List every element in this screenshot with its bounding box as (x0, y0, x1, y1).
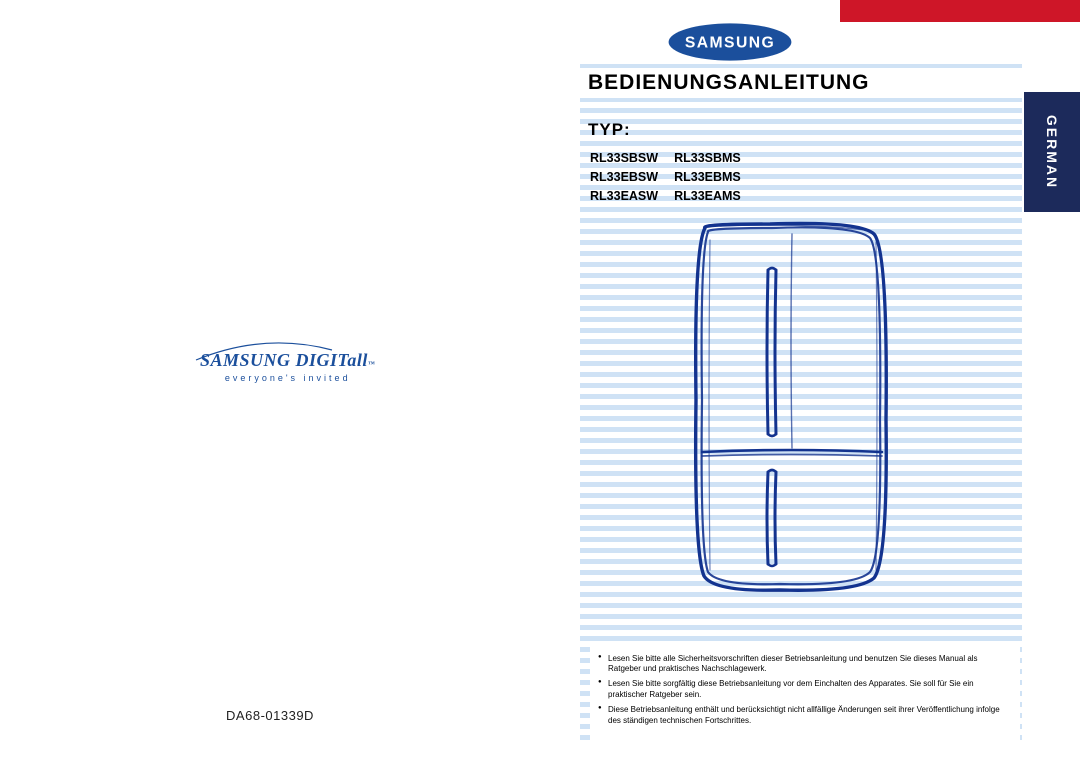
note-item: Diese Betriebsanleitung enthält und berü… (598, 705, 1012, 726)
language-tab: GERMAN (1024, 92, 1080, 212)
model-cell: RL33EASW (590, 188, 672, 205)
model-cell: RL33EAMS (674, 188, 755, 205)
language-label: GERMAN (1044, 115, 1060, 189)
digitall-primary: SAMSUNG DIGIT (200, 350, 347, 370)
refrigerator-sketch (650, 220, 940, 600)
back-cover: SAMSUNG DIGITall™ everyone's invited DA6… (0, 0, 540, 763)
fridge-icon (650, 220, 940, 600)
corner-red-bar (840, 0, 1080, 22)
samsung-digitall-logo: SAMSUNG DIGITall™ everyone's invited (200, 350, 375, 383)
model-cell: RL33EBMS (674, 169, 755, 186)
manual-title: BEDIENUNGSANLEITUNG (588, 71, 870, 95)
title-banner: BEDIENUNGSANLEITUNG (580, 68, 1022, 98)
model-row: RL33EBSW RL33EBMS (590, 169, 755, 186)
model-row: RL33SBSW RL33SBMS (590, 150, 755, 167)
model-cell: RL33EBSW (590, 169, 672, 186)
manual-cover-spread: SAMSUNG DIGITall™ everyone's invited DA6… (0, 0, 1080, 763)
notes-list: Lesen Sie bitte alle Sicherheitsvorschri… (598, 654, 1012, 726)
digitall-wordmark: SAMSUNG DIGITall™ (200, 350, 375, 371)
note-item: Lesen Sie bitte alle Sicherheitsvorschri… (598, 654, 1012, 675)
samsung-logo: SAMSUNG (665, 22, 795, 62)
model-cell: RL33SBSW (590, 150, 672, 167)
samsung-wordmark: SAMSUNG (685, 35, 775, 52)
document-number: DA68-01339D (0, 708, 540, 723)
cover-notes: Lesen Sie bitte alle Sicherheitsvorschri… (590, 646, 1020, 741)
type-block: TYP: RL33SBSW RL33SBMS RL33EBSW RL33EBMS… (588, 120, 757, 207)
type-label: TYP: (588, 120, 757, 140)
samsung-ellipse-icon: SAMSUNG (665, 22, 795, 62)
digitall-tagline: everyone's invited (200, 373, 375, 383)
model-cell: RL33SBMS (674, 150, 755, 167)
front-cover: SAMSUNG BEDIENUNGSANLEITUNG TYP: RL33SBS… (540, 0, 1080, 763)
digitall-suffix: all (347, 350, 368, 370)
note-item: Lesen Sie bitte sorgfältig diese Betrieb… (598, 679, 1012, 700)
model-list: RL33SBSW RL33SBMS RL33EBSW RL33EBMS RL33… (588, 148, 757, 207)
model-row: RL33EASW RL33EAMS (590, 188, 755, 205)
